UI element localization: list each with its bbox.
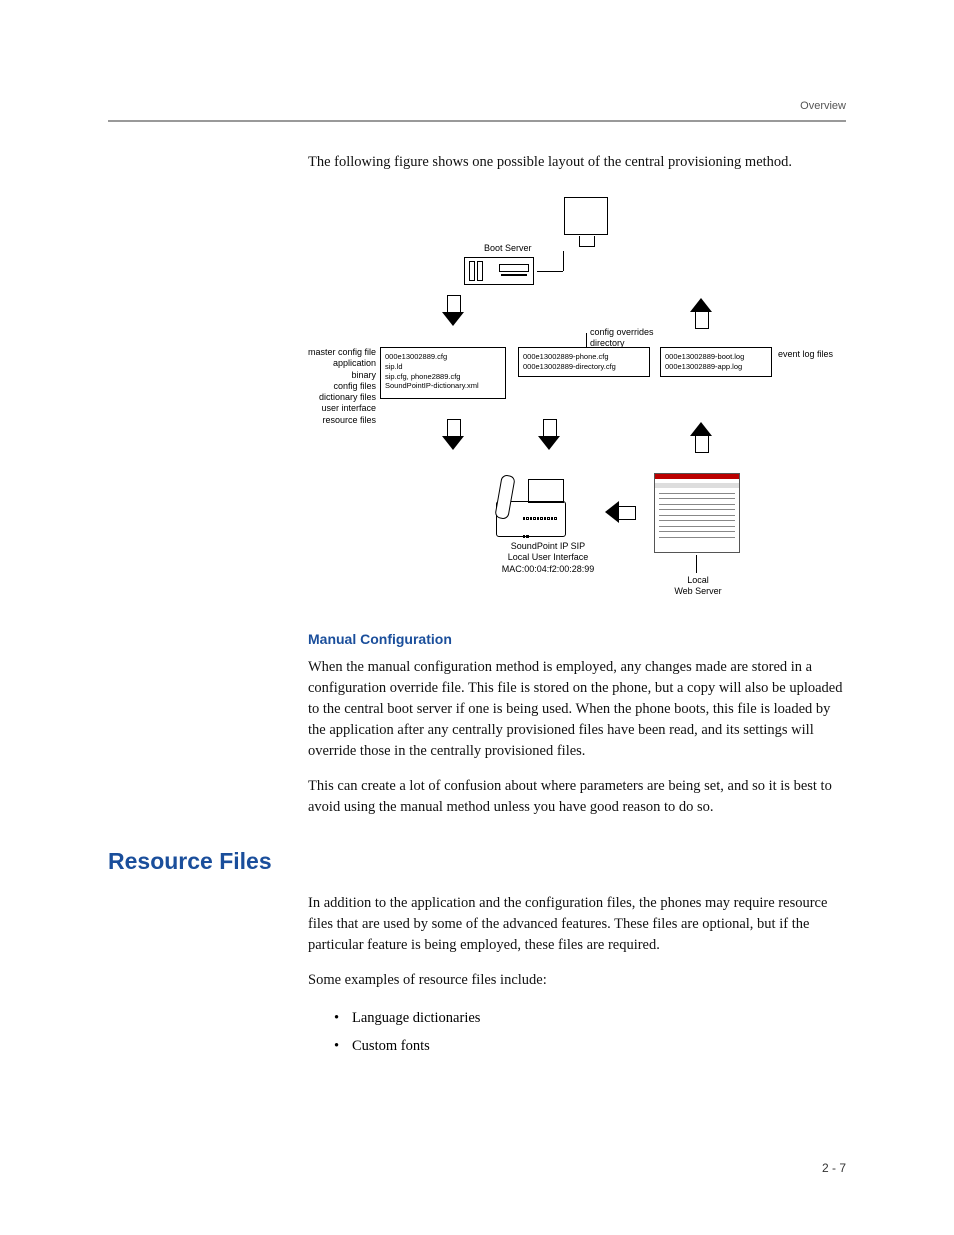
resource-files-heading: Resource Files (108, 848, 846, 875)
arrow-up-icon (690, 419, 712, 453)
arrow-down-icon (442, 295, 464, 329)
arrow-down-icon (442, 419, 464, 453)
manual-config-para-2: This can create a lot of confusion about… (308, 776, 846, 818)
list-item: Custom fonts (334, 1033, 846, 1061)
page-number: 2 - 7 (822, 1161, 846, 1175)
intro-paragraph: The following figure shows one possible … (308, 152, 846, 173)
resource-files-para-1: In addition to the application and the c… (308, 893, 846, 956)
phone-label: SoundPoint IP SIP Local User Interface M… (498, 541, 598, 575)
config-box-2: 000e13002889-phone.cfg 000e13002889-dire… (518, 347, 650, 377)
config-box-3: 000e13002889-boot.log 000e13002889-app.l… (660, 347, 772, 377)
event-log-label: event log files (778, 349, 833, 360)
monitor-icon (564, 197, 608, 235)
manual-config-para-1: When the manual configuration method is … (308, 657, 846, 762)
connector-line (696, 555, 697, 573)
main-content: The following figure shows one possible … (308, 152, 846, 818)
server-box-icon (464, 257, 534, 285)
connector-line (563, 251, 564, 271)
header-rule (108, 120, 846, 122)
manual-config-heading: Manual Configuration (308, 631, 846, 647)
resource-files-content: In addition to the application and the c… (308, 893, 846, 1060)
config-box-1: 000e13002889.cfg sip.ld sip.cfg, phone28… (380, 347, 506, 399)
left-labels: master config file application binary co… (306, 347, 376, 426)
web-server-label: Local Web Server (668, 575, 728, 598)
web-server-window (654, 473, 740, 553)
arrow-left-icon (602, 501, 636, 523)
list-item: Language dictionaries (334, 1005, 846, 1033)
resource-files-para-2: Some examples of resource files include: (308, 970, 846, 991)
connector-line (537, 271, 563, 272)
header-section-label: Overview (800, 100, 846, 112)
arrow-down-icon (538, 419, 560, 453)
resource-files-bullets: Language dictionaries Custom fonts (308, 1005, 846, 1060)
provisioning-figure: Boot Server master config file applicati… (308, 191, 846, 601)
boot-server-label: Boot Server (484, 243, 532, 254)
phone-icon (496, 479, 566, 537)
arrow-up-icon (690, 295, 712, 329)
